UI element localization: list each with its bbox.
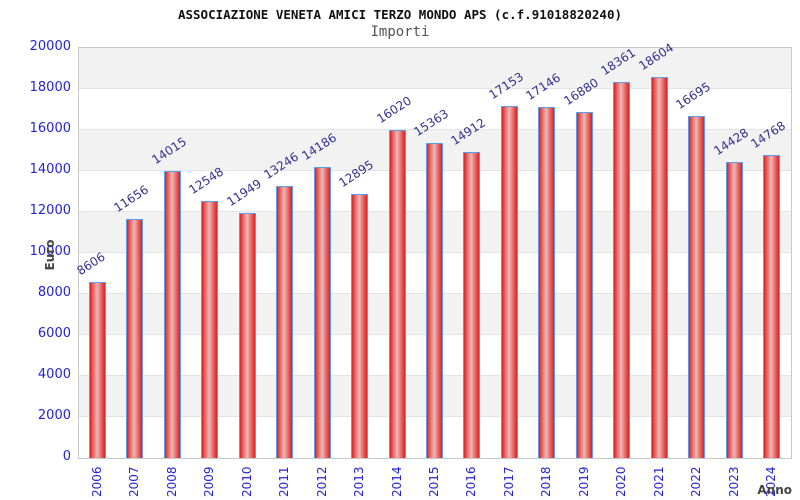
bar-2020	[613, 82, 631, 458]
bar-2008	[163, 171, 181, 458]
x-tick-label: 2012	[314, 466, 329, 497]
x-tick-label: 2014	[389, 466, 404, 497]
x-tick-label: 2013	[352, 466, 367, 497]
chart-subtitle: Importi	[370, 24, 430, 40]
x-tick-label: 2008	[164, 466, 179, 497]
grid-band	[79, 48, 791, 89]
y-tick-label: 4000	[37, 367, 71, 382]
x-tick-label: 2010	[239, 466, 254, 497]
bar-2022	[688, 116, 706, 458]
x-tick-label: 2018	[539, 466, 554, 497]
bar-2013	[351, 194, 369, 458]
bar-2018	[538, 107, 556, 458]
y-tick-label: 10000	[29, 244, 71, 259]
y-axis-title: Euro	[43, 239, 57, 271]
bar-2023	[725, 162, 743, 458]
plot-area: 8606 11656 14015 12548 11949 13246 14186 12895 1…	[74, 40, 792, 459]
bar-2014	[388, 130, 406, 458]
bar-2010	[238, 213, 256, 458]
bar-2019	[575, 112, 593, 458]
y-tick-label: 16000	[29, 121, 71, 136]
y-tick-label: 18000	[29, 80, 71, 95]
x-tick-label: 2020	[614, 466, 629, 497]
x-tick-label: 2016	[464, 466, 479, 497]
bar-2021	[650, 77, 668, 458]
x-tick-label: 2023	[726, 466, 741, 497]
x-tick-label: 2022	[689, 466, 704, 497]
bar-2009	[201, 201, 219, 458]
bar-2011	[276, 186, 294, 458]
bar-2016	[463, 152, 481, 458]
x-tick-label: 2021	[651, 466, 666, 497]
y-tick-label: 0	[62, 449, 71, 464]
x-tick-label: 2007	[127, 466, 142, 497]
x-tick-label: 2019	[576, 466, 591, 497]
x-axis-title: Anno	[757, 483, 792, 497]
chart-title: ASSOCIAZIONE VENETA AMICI TERZO MONDO AP…	[177, 7, 622, 22]
y-tick-label: 20000	[29, 39, 71, 54]
y-tick-label: 14000	[29, 162, 71, 177]
y-tick-label: 6000	[37, 326, 71, 341]
x-tick-label: 2006	[89, 466, 104, 497]
bar-2017	[500, 106, 518, 458]
y-tick-label: 2000	[37, 408, 71, 423]
x-tick-label: 2015	[427, 466, 441, 497]
bar-2006	[88, 282, 106, 458]
bar-2024	[763, 155, 781, 458]
bar-2012	[313, 167, 331, 458]
x-tick-label: 2009	[202, 466, 217, 497]
bar-2015	[426, 143, 443, 458]
x-tick-label: 2011	[277, 466, 292, 497]
bar-2007	[126, 219, 144, 458]
grid-band	[79, 89, 791, 130]
y-tick-label: 12000	[29, 203, 71, 218]
y-tick-label: 8000	[37, 285, 71, 300]
x-tick-label: 2017	[501, 466, 516, 497]
